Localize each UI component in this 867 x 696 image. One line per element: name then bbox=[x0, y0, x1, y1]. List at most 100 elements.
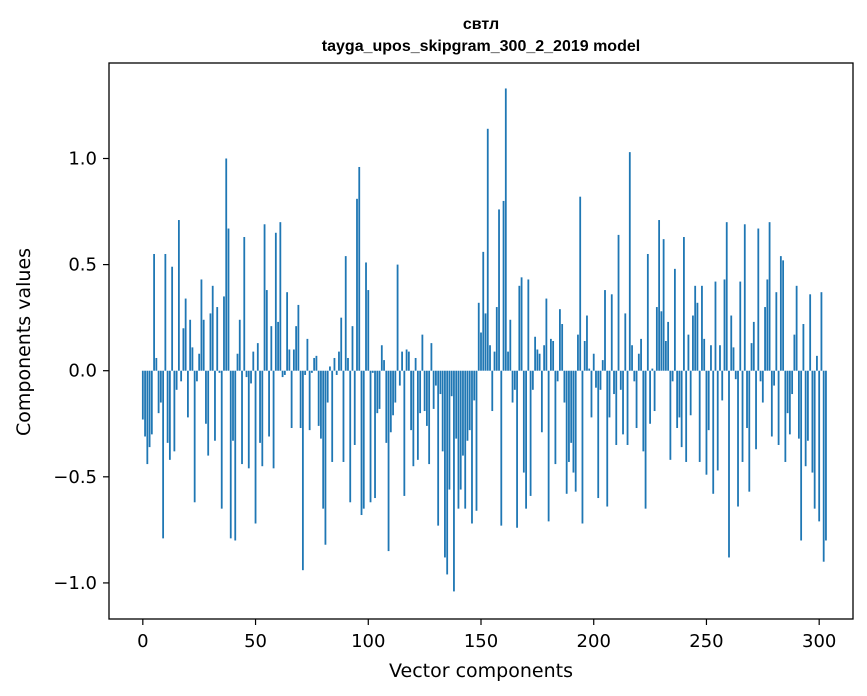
bar-component-13 bbox=[171, 266, 174, 371]
bar-component-112 bbox=[394, 370, 397, 403]
bar-component-239 bbox=[680, 370, 683, 448]
bar-component-156 bbox=[493, 351, 496, 371]
bar-component-284 bbox=[782, 260, 785, 371]
bar-component-267 bbox=[743, 224, 746, 371]
bar-component-291 bbox=[797, 370, 800, 439]
bar-component-211 bbox=[617, 234, 620, 371]
bar-component-270 bbox=[750, 343, 753, 371]
bar-component-63 bbox=[283, 370, 286, 375]
bar-component-205 bbox=[604, 290, 606, 371]
bar-component-135 bbox=[446, 370, 449, 575]
bar-component-174 bbox=[534, 336, 537, 371]
bar-component-279 bbox=[770, 370, 773, 437]
bar-component-123 bbox=[419, 370, 422, 414]
bar-component-196 bbox=[583, 341, 586, 371]
bar-component-84 bbox=[331, 370, 334, 462]
bar-component-260 bbox=[728, 370, 730, 558]
bar-component-113 bbox=[396, 264, 399, 371]
bar-component-152 bbox=[484, 313, 487, 371]
bar-component-73 bbox=[306, 338, 309, 371]
bar-component-0 bbox=[141, 370, 144, 420]
bar-component-107 bbox=[383, 360, 385, 371]
bar-component-27 bbox=[202, 319, 205, 371]
bar-component-8 bbox=[159, 370, 162, 403]
bar-component-294 bbox=[804, 370, 807, 467]
bar-component-217 bbox=[631, 345, 633, 371]
bar-component-147 bbox=[473, 370, 476, 401]
bar-component-185 bbox=[559, 309, 561, 371]
bar-component-160 bbox=[502, 200, 505, 371]
bar-component-301 bbox=[820, 292, 823, 371]
bar-component-31 bbox=[211, 285, 214, 371]
bar-component-273 bbox=[757, 228, 760, 371]
y-tick-label: −0.5 bbox=[53, 467, 97, 488]
bar-component-20 bbox=[187, 370, 189, 418]
bar-component-178 bbox=[543, 345, 546, 371]
bar-component-303 bbox=[825, 370, 827, 541]
bar-component-234 bbox=[669, 370, 672, 460]
bar-component-30 bbox=[209, 313, 212, 371]
bar-component-163 bbox=[509, 319, 512, 371]
bar-component-191 bbox=[572, 370, 575, 473]
bar-component-140 bbox=[457, 370, 460, 509]
x-tick-label: 150 bbox=[464, 631, 498, 652]
bar-component-268 bbox=[746, 370, 748, 429]
bar-component-263 bbox=[734, 370, 737, 380]
bar-component-76 bbox=[313, 357, 316, 371]
bar-component-52 bbox=[259, 370, 261, 443]
bar-component-9 bbox=[162, 370, 165, 539]
bar-component-207 bbox=[608, 370, 611, 418]
bar-component-3 bbox=[148, 370, 151, 448]
bar-component-283 bbox=[779, 256, 782, 371]
bar-component-25 bbox=[198, 353, 201, 371]
bar-component-98 bbox=[362, 370, 365, 509]
bar-component-90 bbox=[344, 256, 347, 371]
bar-component-200 bbox=[592, 353, 595, 371]
bar-component-111 bbox=[392, 370, 394, 416]
bar-component-1 bbox=[144, 370, 146, 437]
bar-component-252 bbox=[710, 345, 712, 371]
bar-component-102 bbox=[371, 370, 374, 373]
bar-component-220 bbox=[637, 353, 640, 371]
bar-component-272 bbox=[755, 370, 757, 450]
bar-component-95 bbox=[356, 198, 358, 371]
bar-component-235 bbox=[671, 370, 674, 382]
bar-component-219 bbox=[635, 370, 638, 429]
bar-component-87 bbox=[338, 351, 340, 371]
x-tick-label: 200 bbox=[577, 631, 611, 652]
bar-component-216 bbox=[628, 152, 631, 371]
bar-component-83 bbox=[329, 366, 331, 371]
bar-component-139 bbox=[455, 370, 458, 439]
bar-component-232 bbox=[664, 341, 667, 371]
bar-component-47 bbox=[247, 370, 250, 469]
bar-component-241 bbox=[685, 370, 688, 462]
bar-component-16 bbox=[177, 220, 180, 371]
bar-component-257 bbox=[721, 370, 724, 401]
bar-component-75 bbox=[311, 370, 313, 373]
bar-component-48 bbox=[250, 370, 252, 384]
bar-component-172 bbox=[529, 370, 532, 496]
bar-component-103 bbox=[374, 370, 376, 499]
bar-component-32 bbox=[214, 370, 216, 441]
bar-component-264 bbox=[737, 370, 739, 507]
bar-component-2 bbox=[146, 370, 149, 465]
bar-component-282 bbox=[777, 370, 780, 445]
x-tick-label: 100 bbox=[351, 631, 385, 652]
bar-component-106 bbox=[380, 345, 383, 371]
bar-component-26 bbox=[200, 279, 203, 371]
bar-component-296 bbox=[809, 294, 812, 371]
bar-component-143 bbox=[464, 370, 467, 509]
bar-component-261 bbox=[730, 315, 733, 371]
bar-component-136 bbox=[448, 370, 451, 490]
bar-component-91 bbox=[347, 357, 349, 371]
bar-component-120 bbox=[412, 370, 415, 467]
bar-component-54 bbox=[263, 224, 266, 371]
bar-component-137 bbox=[450, 370, 453, 397]
bar-component-158 bbox=[498, 209, 500, 371]
bar-component-29 bbox=[207, 370, 210, 456]
bar-component-34 bbox=[218, 370, 221, 373]
bar-component-128 bbox=[430, 343, 433, 371]
bar-component-240 bbox=[683, 237, 685, 371]
bar-component-276 bbox=[764, 307, 766, 371]
bar-component-249 bbox=[703, 338, 706, 371]
